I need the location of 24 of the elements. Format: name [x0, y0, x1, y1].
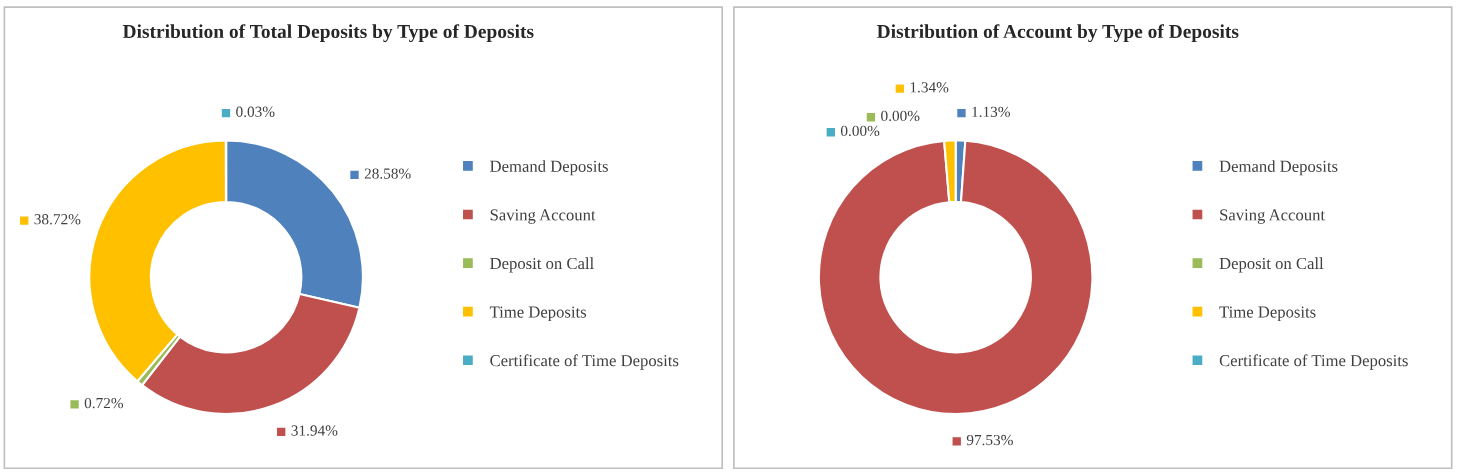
legend-label: Time Deposits [1219, 306, 1316, 322]
data-label: 28.58% [364, 168, 411, 179]
donut-slice [817, 139, 1094, 416]
legend-label: Deposit on Call [490, 257, 594, 273]
text: 0.00% [840, 125, 880, 137]
legend-label: Certificate of Time Deposits [490, 354, 679, 370]
data-label: 0.03% [236, 106, 275, 117]
legend-label: Demand Deposits [1219, 160, 1338, 176]
text: 0.00% [881, 110, 920, 122]
legend-label: Demand Deposits [490, 160, 608, 176]
data-label: 31.94% [291, 425, 338, 436]
data-label: 1.34% [910, 82, 949, 93]
donut-slice [88, 139, 228, 383]
data-label: 0.72% [84, 397, 124, 409]
data-label: 1.13% [972, 106, 1010, 118]
data-label: 38.72% [34, 214, 81, 225]
legend-label: Saving Account [490, 209, 596, 224]
data-label: 97.53% [966, 434, 1013, 446]
legend-label: Deposit on Call [1219, 257, 1324, 273]
legend-label: Certificate of Time Deposits [1219, 354, 1408, 370]
legend-label: Saving Account [1220, 209, 1325, 224]
chart-title: Distribution of Total Deposits by Type of Deposits [122, 24, 534, 43]
legend-label: Time Deposits [489, 306, 587, 322]
chart-title: Distribution of Account by Type of Deposits [876, 24, 1239, 43]
